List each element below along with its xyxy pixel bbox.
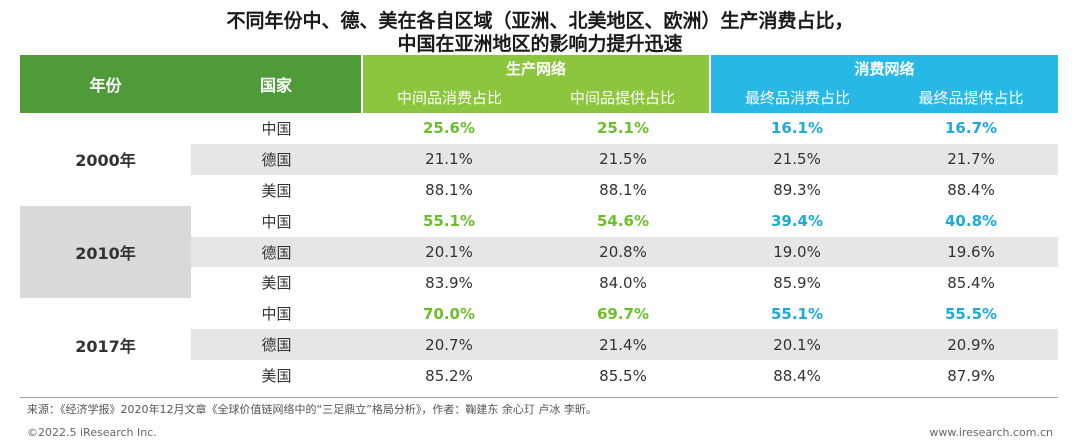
- table-row: 2000年 中国 25.6% 25.1% 16.1% 16.7%: [20, 113, 1059, 206]
- value-cell: 83.9%: [362, 267, 536, 299]
- header-intermediate-supply: 中间品提供占比: [536, 82, 711, 113]
- value-cell: 70.0%: [362, 298, 536, 330]
- table-row: 2017年 中国 70.0% 69.7% 55.1% 55.5%: [20, 298, 1059, 392]
- header-country: 国家: [191, 55, 362, 113]
- value-cell: 55.1%: [362, 205, 536, 237]
- country-cell: 德国: [191, 236, 362, 268]
- value-cell: 20.7%: [362, 329, 536, 361]
- value-cell: 20.1%: [710, 329, 885, 361]
- value-cell: 55.1%: [710, 298, 885, 330]
- year-cell: 2010年: [20, 205, 191, 299]
- table-row: 德国 21.1% 21.5% 21.5% 21.7%: [20, 143, 1059, 175]
- value-cell: 84.0%: [536, 267, 711, 299]
- value-cell: 21.5%: [710, 143, 885, 175]
- header-production-network: 生产网络: [360, 55, 711, 82]
- value-cell: 85.4%: [884, 267, 1059, 299]
- table-row: 德国 20.7% 21.4% 20.1% 20.9%: [20, 329, 1059, 361]
- source-note: 来源：《经济学报》2020年12月文章《全球价值链网络中的“三足鼎立”格局分析》…: [27, 403, 597, 416]
- footer-copyright: ©2022.5 iResearch Inc.: [27, 426, 157, 439]
- value-cell: 55.5%: [884, 298, 1059, 330]
- value-cell: 16.1%: [710, 113, 885, 144]
- table-body: 2000年 中国 25.6% 25.1% 16.1% 16.7% 德国 21.1% 21.5% 2…: [20, 113, 1059, 392]
- value-cell: 25.1%: [536, 113, 711, 144]
- value-cell: 20.9%: [884, 329, 1059, 361]
- country-cell: 美国: [191, 267, 362, 299]
- header-final-consumption: 最终品消费占比: [709, 82, 885, 113]
- value-cell: 88.1%: [362, 174, 536, 206]
- value-cell: 21.4%: [536, 329, 711, 361]
- value-cell: 89.3%: [710, 174, 885, 206]
- value-cell: 40.8%: [884, 205, 1059, 237]
- value-cell: 16.7%: [884, 113, 1059, 144]
- header-year: 年份: [20, 55, 191, 113]
- table-row: 德国 20.1% 20.8% 19.0% 19.6%: [20, 236, 1059, 268]
- value-cell: 21.5%: [536, 143, 711, 175]
- header-final-supply: 最终品提供占比: [884, 82, 1059, 113]
- country-cell: 中国: [191, 205, 362, 237]
- value-cell: 88.4%: [710, 360, 885, 392]
- value-cell: 88.1%: [536, 174, 711, 206]
- country-cell: 中国: [191, 113, 362, 144]
- value-cell: 87.9%: [884, 360, 1059, 392]
- table-row: 美国 85.2% 85.5% 88.4% 87.9%: [20, 360, 1059, 392]
- value-cell: 20.1%: [362, 236, 536, 268]
- value-cell: 21.7%: [884, 143, 1059, 175]
- country-cell: 德国: [191, 329, 362, 361]
- footer-divider: [20, 397, 1058, 398]
- table-row: 美国 88.1% 88.1% 89.3% 88.4%: [20, 174, 1059, 206]
- value-cell: 25.6%: [362, 113, 536, 144]
- footer-website: www.iresearch.com.cn: [929, 426, 1053, 439]
- value-cell: 88.4%: [884, 174, 1059, 206]
- year-cell: 2000年: [20, 113, 191, 206]
- value-cell: 20.8%: [536, 236, 711, 268]
- country-cell: 美国: [191, 360, 362, 392]
- value-cell: 85.5%: [536, 360, 711, 392]
- title-line-1: 不同年份中、德、美在各自区域（亚洲、北美地区、欧洲）生产消费占比，: [226, 10, 854, 32]
- value-cell: 19.0%: [710, 236, 885, 268]
- header-consumption-network: 消费网络: [709, 55, 1059, 82]
- country-cell: 德国: [191, 143, 362, 175]
- value-cell: 85.9%: [710, 267, 885, 299]
- value-cell: 54.6%: [536, 205, 711, 237]
- header-intermediate-consumption: 中间品消费占比: [361, 82, 536, 113]
- value-cell: 39.4%: [710, 205, 885, 237]
- table-row: 2010年 中国 55.1% 54.6% 39.4% 40.8%: [20, 205, 1059, 299]
- country-cell: 中国: [191, 298, 362, 330]
- title-line-2: 中国在亚洲地区的影响力提升迅速: [397, 33, 683, 55]
- value-cell: 69.7%: [536, 298, 711, 330]
- table-row: 美国 83.9% 84.0% 85.9% 85.4%: [20, 267, 1059, 299]
- year-cell: 2017年: [20, 298, 191, 392]
- value-cell: 19.6%: [884, 236, 1059, 268]
- country-cell: 美国: [191, 174, 362, 206]
- value-cell: 85.2%: [362, 360, 536, 392]
- data-table: 年份 国家 生产网络 消费网络 中间品消费占比 中间品提供占比 最终品消费占比 …: [20, 55, 1059, 392]
- value-cell: 21.1%: [362, 143, 536, 175]
